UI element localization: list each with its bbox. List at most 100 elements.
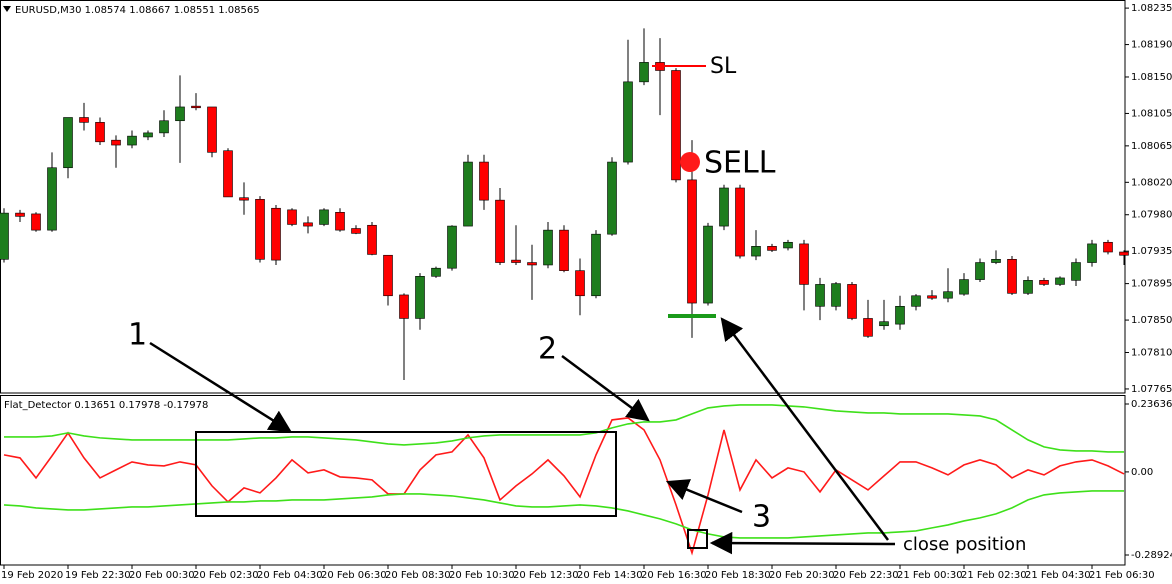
x-tick-label: 20 Feb 14:30 — [577, 570, 643, 581]
candle-body — [607, 161, 617, 235]
label-3: 3 — [752, 500, 771, 535]
candle-body — [863, 318, 873, 337]
candle-body — [303, 222, 313, 227]
candle-body — [511, 259, 521, 263]
menu-triangle[interactable] — [3, 6, 11, 12]
x-tick-label: 20 Feb 00:30 — [129, 570, 195, 581]
y-tick-label: 1.07850 — [1131, 315, 1172, 326]
x-tick-label: 20 Feb 16:30 — [641, 570, 707, 581]
candle-body — [351, 228, 361, 234]
candle-body — [63, 117, 73, 169]
candle-body — [1087, 243, 1097, 263]
x-tick-label: 20 Feb 10:30 — [449, 570, 515, 581]
candle-body — [735, 187, 745, 257]
x-tick-label: 20 Feb 06:30 — [321, 570, 387, 581]
x-tick-label: 20 Feb 12:30 — [513, 570, 579, 581]
candle-body — [959, 279, 969, 295]
x-tick-label: 20 Feb 04:30 — [257, 570, 323, 581]
candle-body — [159, 120, 169, 134]
candle-body — [879, 321, 889, 327]
arrow-close-price — [720, 317, 889, 541]
candle-body — [1119, 251, 1129, 256]
candle-body — [79, 117, 89, 123]
x-tick-label: 21 Feb 06:30 — [1089, 570, 1155, 581]
indicator-panel-frame — [0, 395, 1126, 566]
y-tick-label: 1.08020 — [1131, 177, 1172, 188]
candle-body — [751, 246, 761, 257]
candle-body — [335, 212, 345, 231]
x-tick-label: 21 Feb 04:30 — [1025, 570, 1091, 581]
y-tick-label: 1.08190 — [1131, 40, 1172, 51]
candle-body — [239, 197, 249, 201]
candle-body — [623, 81, 633, 163]
candle-body — [559, 229, 569, 271]
chart-title: EURUSD,M30 1.08574 1.08667 1.08551 1.085… — [15, 5, 260, 16]
candle-body — [591, 233, 601, 297]
candle-body — [223, 150, 233, 198]
candle-body — [15, 212, 25, 217]
candle-body — [415, 276, 425, 319]
candle-body — [527, 262, 537, 266]
candle-body — [543, 229, 553, 266]
close-marker-box — [687, 529, 708, 549]
main-panel-frame — [0, 0, 1126, 394]
marks: 1.08235 1.08190 1.08150 1.08105 1.08065 1.080… — [0, 3, 1172, 581]
indicator-title: Flat_Detector 0.13651 0.17978 -0.17978 — [4, 400, 208, 411]
candle-body — [175, 106, 185, 122]
candle-body — [0, 212, 9, 260]
candle-body — [447, 225, 457, 269]
candle-body — [719, 187, 729, 227]
x-tick-label: 21 Feb 02:30 — [961, 570, 1027, 581]
candle-body — [127, 135, 137, 146]
candle-body — [639, 62, 649, 83]
candle-body — [1071, 262, 1081, 281]
candle-body — [191, 105, 201, 109]
candle-body — [815, 284, 825, 307]
y-tick-label: 1.07810 — [1131, 347, 1172, 358]
y-tick-label: 1.08235 — [1131, 3, 1172, 14]
y-tick-label: 1.08105 — [1131, 108, 1172, 119]
label-2: 2 — [538, 332, 557, 367]
indicator-line — [3, 490, 1124, 539]
arrow-close-indicator — [709, 531, 896, 555]
candle-body — [95, 122, 105, 143]
indicator-line — [4, 404, 1124, 453]
arrow-2 — [561, 354, 650, 422]
y-tick-label: 1.07895 — [1131, 279, 1172, 290]
candle-body — [495, 199, 505, 263]
y-tick-label: 1.07980 — [1131, 210, 1172, 221]
x-tick-label: 20 Feb 18:30 — [705, 570, 771, 581]
arrow-1 — [149, 341, 292, 433]
candle-body — [895, 305, 905, 325]
candle-body — [1023, 280, 1033, 294]
y-tick-label: 1.08150 — [1131, 72, 1172, 83]
candle-body — [767, 246, 777, 251]
x-tick-label: 19 Feb 2020 — [1, 570, 63, 581]
candle-body — [847, 284, 857, 319]
candle-body — [1055, 277, 1065, 285]
flat-zone-box — [195, 431, 617, 517]
candle-body — [287, 209, 297, 225]
candle-body — [255, 199, 265, 260]
sell-dot — [680, 152, 700, 172]
y-tick-label: 0.23636 — [1131, 399, 1172, 410]
candle-body — [1103, 241, 1113, 253]
indicator-line — [3, 417, 1125, 556]
y-tick-label: 0.00 — [1131, 467, 1153, 478]
candle-body — [783, 241, 793, 249]
x-tick-label: 20 Feb 20:30 — [769, 570, 835, 581]
close-position-label: close position — [903, 534, 1026, 555]
y-tick-label: 1.07765 — [1131, 384, 1172, 395]
candle-body — [1039, 280, 1049, 285]
candle-body — [367, 224, 377, 255]
candle-body — [975, 262, 985, 280]
candle-body — [143, 132, 153, 138]
sell-label: SELL — [704, 146, 776, 181]
candle-body — [463, 161, 473, 227]
candle-body — [1007, 258, 1017, 294]
x-tick-label: 19 Feb 22:30 — [65, 570, 131, 581]
y-tick-label: -0.28924 — [1131, 550, 1172, 561]
x-tick-label: 20 Feb 22:30 — [833, 570, 899, 581]
candle-body — [383, 254, 393, 297]
